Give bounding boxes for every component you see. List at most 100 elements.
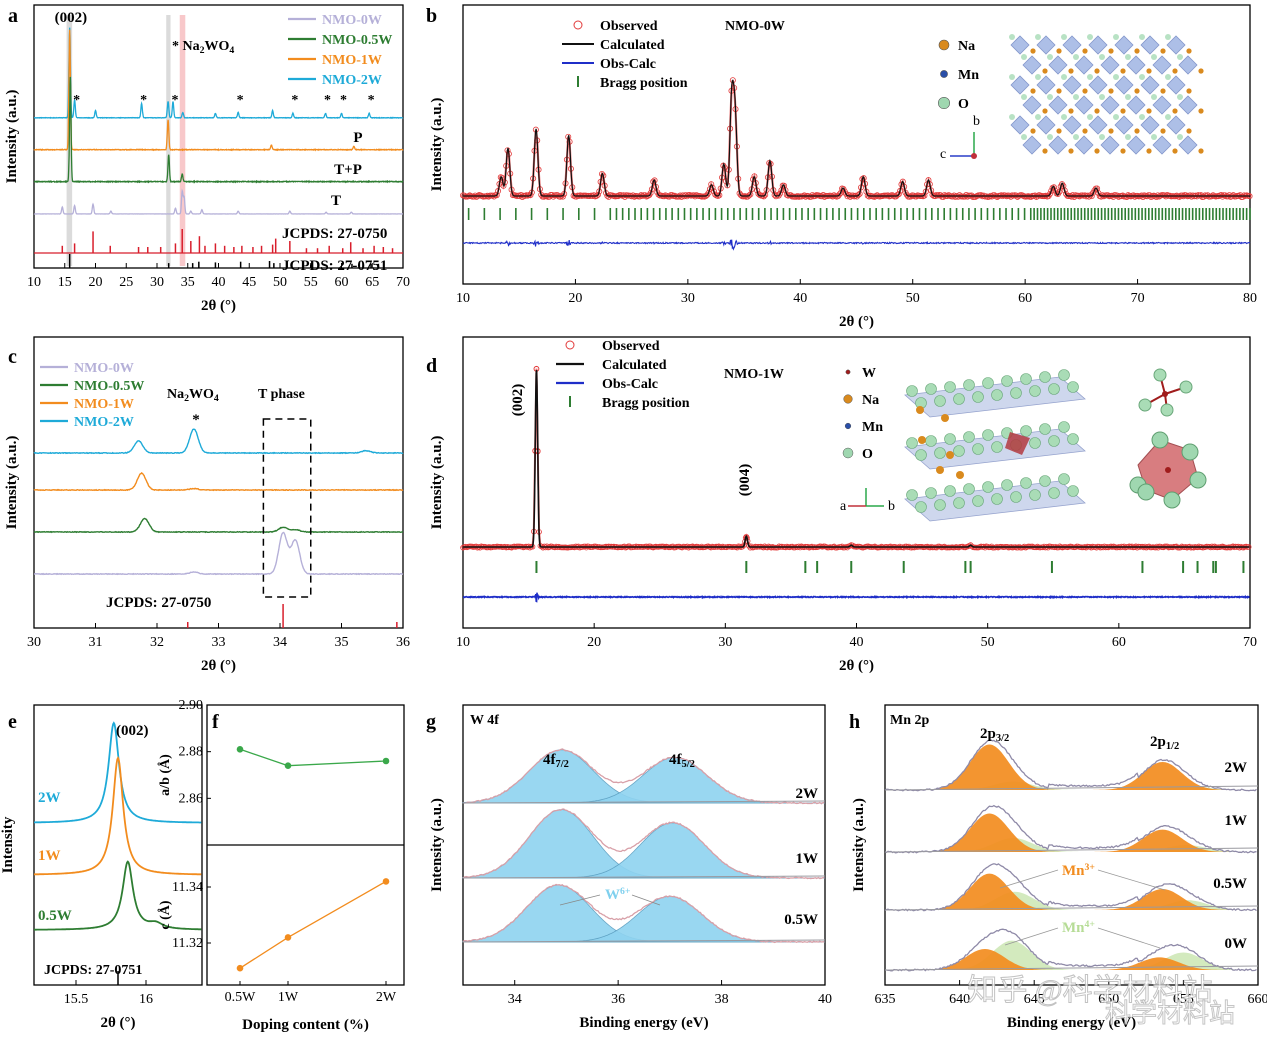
- observed-trace: [462, 368, 1249, 550]
- legend-label: NMO-1W: [74, 397, 134, 412]
- data-point: [382, 878, 390, 885]
- mn2p-envelope: [885, 928, 1257, 972]
- highlight-band: [179, 15, 186, 266]
- atom-marker-Na: [843, 394, 853, 404]
- o-atom: [1177, 54, 1183, 60]
- sample-label: 1W: [796, 851, 819, 867]
- watermark-text: 科学材料站: [1105, 999, 1235, 1028]
- background-line: [884, 847, 1259, 853]
- o-atom: [1020, 477, 1032, 489]
- peak-line-1W: [34, 755, 202, 876]
- atom-marker-O: [937, 96, 951, 110]
- observed-point: [1046, 190, 1053, 197]
- mn3-component: [885, 889, 1258, 910]
- atom-marker-Mn: [844, 422, 852, 430]
- legend-label: Obs-Calc: [600, 57, 656, 72]
- o-atom: [1139, 114, 1145, 120]
- mno6-octahedron: [1088, 35, 1108, 55]
- mn2p-envelope: [884, 804, 1257, 854]
- o-atom: [1151, 94, 1157, 100]
- o-atom: [1087, 74, 1093, 80]
- background-line: [462, 939, 826, 943]
- o-atom: [915, 449, 927, 461]
- mno6-octahedron: [1114, 35, 1134, 55]
- o-atom: [1020, 425, 1032, 437]
- mno6-octahedron: [1088, 75, 1108, 95]
- mno6-octahedron: [1100, 55, 1120, 75]
- highlight-band: [166, 15, 171, 266]
- o-atom: [953, 445, 965, 457]
- x-tick-label-f: 1W: [278, 990, 299, 1005]
- o-atom: [1177, 134, 1183, 140]
- y-tick-label-f: 11.32: [172, 936, 203, 951]
- na-atom: [956, 471, 964, 479]
- na-atom: [1120, 148, 1126, 154]
- legend-label: NMO-0.5W: [74, 379, 144, 394]
- x-tick-label-h: 655: [1173, 992, 1194, 1007]
- xrd-line-NMO-1W: [33, 471, 404, 492]
- mno6-octahedron: [1010, 115, 1030, 135]
- mno6-octahedron: [1140, 35, 1160, 55]
- na-atom: [1056, 128, 1062, 134]
- annotation-star: *: [192, 412, 200, 428]
- observed-point: [655, 191, 662, 198]
- legend-marker: [573, 20, 583, 30]
- y-tick-label-f: 2.86: [179, 791, 204, 806]
- calculated-line: [463, 79, 1250, 197]
- na-atom: [916, 406, 924, 414]
- o-atom: [1177, 94, 1183, 100]
- o-atom: [1125, 134, 1131, 140]
- x-tick-label-f: 0.5W: [225, 990, 257, 1005]
- na-atom: [1172, 68, 1178, 74]
- mno6-octahedron: [1062, 75, 1082, 95]
- na-atom: [918, 436, 926, 444]
- ref-label-0750: JCPDS: 27-0750: [106, 595, 211, 611]
- mno6-octahedron: [1152, 55, 1172, 75]
- mno6-octahedron: [1100, 135, 1120, 155]
- na2wo4-star-marker: *: [340, 93, 347, 108]
- phase-label-p: P: [353, 130, 362, 146]
- o-atom: [1113, 114, 1119, 120]
- observed-point: [855, 192, 862, 199]
- data-point: [284, 762, 292, 769]
- o-atom: [972, 391, 984, 403]
- na-atom: [1108, 128, 1114, 134]
- observed-point: [647, 190, 654, 197]
- o-atom: [925, 383, 937, 395]
- o-atom: [963, 431, 975, 443]
- o-atom: [1125, 54, 1131, 60]
- wo6-octahedron: [1005, 432, 1030, 455]
- o-atom: [1139, 34, 1145, 40]
- panel-label-c: c: [8, 346, 17, 368]
- w6-pointer: [559, 894, 601, 906]
- o-atom: [1181, 443, 1199, 461]
- observed-point: [821, 193, 828, 200]
- na-atom: [1082, 48, 1088, 54]
- o-atom: [1009, 114, 1015, 120]
- annotation-mn3: Mn3+: [1062, 862, 1095, 880]
- x-tick-label-c: 31: [89, 635, 103, 650]
- x-tick-label-g: 34: [508, 992, 522, 1007]
- mno6-octahedron: [1022, 135, 1042, 155]
- na-atom: [1056, 88, 1062, 94]
- o-atom: [1039, 423, 1051, 435]
- mno6-octahedron: [1152, 95, 1172, 115]
- o-atom: [1160, 403, 1174, 417]
- legend-label: Obs-Calc: [602, 377, 658, 392]
- mno6-octahedron: [1074, 95, 1094, 115]
- x-axis-label-g: Binding energy (eV): [579, 1015, 708, 1031]
- mno6-octahedron: [1166, 75, 1186, 95]
- legend-label: Bragg position: [602, 396, 690, 411]
- x-tick-label-g: 40: [818, 992, 832, 1007]
- y-axis-label-f: a/b (Å): [157, 754, 173, 796]
- mn3-component: [885, 762, 1258, 790]
- mno6-octahedron: [1048, 55, 1068, 75]
- o-atom: [1151, 134, 1157, 140]
- o-atom: [906, 437, 918, 449]
- mn3-component: [885, 949, 1258, 970]
- mno6-octahedron: [1062, 115, 1082, 135]
- atom-label: Na: [958, 39, 975, 54]
- mno6-octahedron: [1074, 135, 1094, 155]
- panel-label-f: f: [212, 711, 219, 733]
- chart-title-d: NMO-1W: [724, 367, 784, 382]
